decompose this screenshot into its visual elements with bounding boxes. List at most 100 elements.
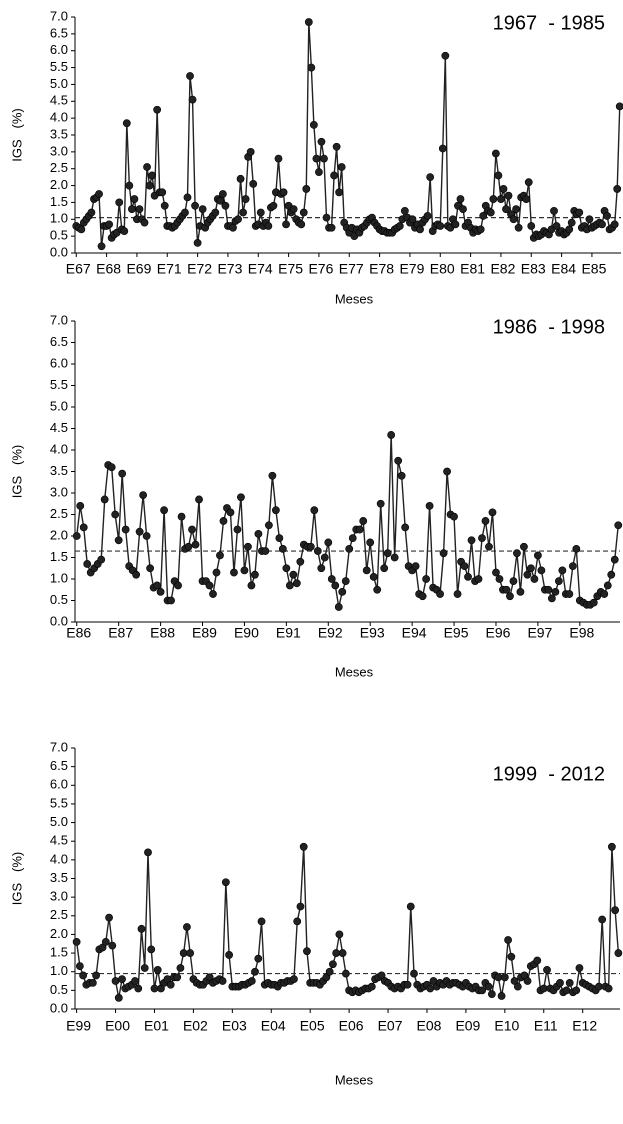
data-point [150, 984, 159, 993]
data-point [522, 195, 531, 203]
data-point [307, 63, 316, 72]
data-point [544, 585, 553, 594]
data-point [474, 575, 483, 583]
data-point [341, 969, 350, 978]
data-point [512, 205, 520, 214]
data-point [497, 195, 505, 203]
y-tick-label: 2.0 [50, 926, 68, 941]
data-point [552, 222, 561, 230]
data-point [218, 977, 227, 985]
data-point [494, 973, 503, 982]
data-point [383, 549, 392, 558]
y-tick-label: 7.0 [50, 312, 68, 327]
annotation: 1986 - 1998 [493, 316, 605, 338]
data-point [218, 190, 227, 198]
data-point [174, 581, 182, 590]
y-tick-label: 4.5 [50, 420, 68, 435]
data-point [234, 215, 242, 224]
data-point [221, 201, 230, 210]
data-point [373, 585, 382, 594]
y-tick-label: 3.0 [50, 889, 68, 904]
data-point [320, 553, 329, 562]
data-point [271, 506, 280, 515]
data-point [209, 590, 217, 598]
data-point [160, 201, 169, 210]
data-point [516, 588, 525, 596]
x-tick-label: E72 [187, 261, 212, 277]
x-tick-label: E92 [318, 625, 343, 641]
data-point [230, 568, 238, 577]
data-point [335, 930, 344, 939]
data-point [337, 163, 346, 171]
data-point [408, 215, 417, 224]
data-point [79, 523, 88, 532]
data-point [376, 499, 385, 508]
x-tick-label: E97 [527, 625, 552, 641]
y-axis-title: IGS (%) [9, 852, 24, 905]
data-point [537, 566, 546, 575]
data-point [268, 471, 277, 480]
data-point [338, 949, 347, 957]
data-point [479, 212, 488, 220]
data-point [251, 967, 259, 976]
data-point [565, 590, 574, 598]
y-tick-label: 0.5 [50, 592, 68, 607]
data-point [355, 525, 364, 534]
data-point [135, 527, 144, 536]
data-point [543, 965, 551, 974]
x-tick-label: E91 [276, 625, 301, 641]
data-point [114, 993, 123, 1002]
data-point [188, 525, 196, 534]
data-point [143, 163, 151, 171]
data-point [146, 564, 155, 573]
data-point [523, 570, 532, 579]
y-tick-label: 2.5 [50, 160, 68, 175]
data-point [269, 201, 278, 210]
y-axis-title: IGS (%) [9, 108, 24, 161]
data-point [312, 154, 321, 163]
y-tick-label: 2.5 [50, 506, 68, 521]
x-tick-label: E08 [417, 1018, 442, 1034]
data-point [145, 181, 154, 190]
x-tick-label: E69 [126, 261, 151, 277]
data-point [83, 560, 92, 568]
data-point [137, 924, 146, 933]
data-point [395, 222, 404, 230]
data-point [520, 542, 528, 551]
x-tick-label: E67 [66, 261, 91, 277]
y-tick-label: 3.5 [50, 463, 68, 478]
data-point [302, 185, 311, 193]
data-point [216, 196, 225, 205]
data-point [105, 913, 113, 922]
data-point [539, 984, 548, 993]
x-tick-label: E11 [534, 1018, 558, 1034]
data-point [198, 205, 207, 214]
data-point [514, 223, 523, 232]
data-point [296, 902, 305, 911]
x-tick-label: E90 [234, 625, 259, 641]
data-point [387, 431, 396, 439]
y-tick-label: 7.0 [50, 8, 68, 23]
y-tick-label: 2.0 [50, 177, 68, 192]
data-point [153, 965, 162, 974]
x-tick-label: E68 [96, 261, 121, 277]
data-point [330, 171, 338, 180]
data-point [226, 508, 235, 517]
data-point [299, 208, 308, 217]
data-point [345, 545, 354, 553]
x-tick-label: E85 [581, 261, 606, 277]
data-point [247, 581, 256, 590]
data-point [567, 218, 576, 227]
data-point [556, 979, 564, 987]
data-point [390, 553, 399, 562]
data-point [179, 949, 188, 957]
x-tick-label: E93 [360, 625, 385, 641]
data-point [568, 562, 577, 570]
y-tick-label: 4.5 [50, 93, 68, 108]
data-point [598, 220, 606, 229]
data-point [279, 188, 288, 197]
data-point [527, 564, 535, 573]
data-point [513, 549, 521, 558]
y-tick-label: 3.0 [50, 484, 68, 499]
